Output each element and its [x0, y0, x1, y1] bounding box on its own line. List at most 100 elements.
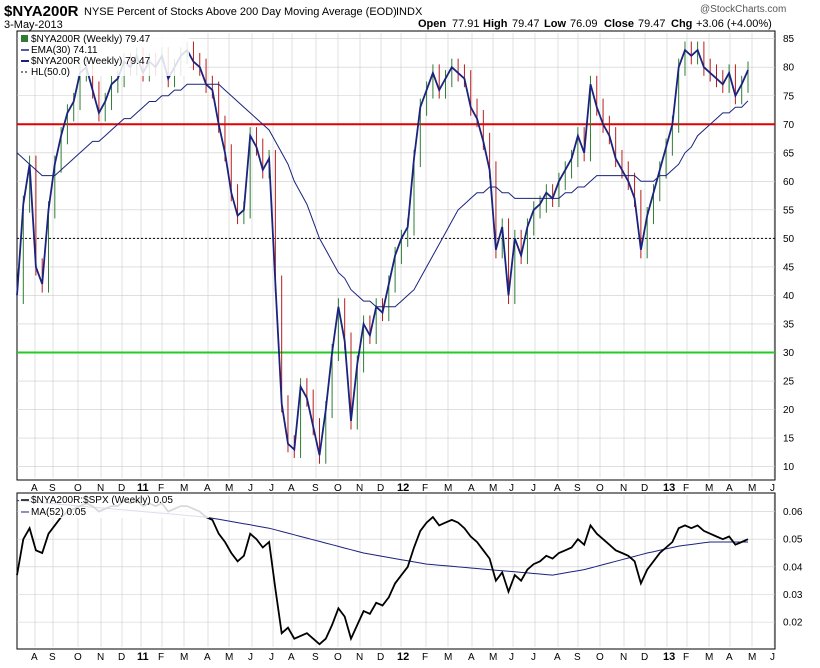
x-tick-label: M: [748, 483, 756, 494]
y-tick-label: 50: [783, 234, 795, 245]
y-tick-label: 45: [783, 262, 795, 273]
x-tick-label: N: [97, 483, 104, 494]
legend-series: $NYA200R (Weekly) 79.47: [31, 56, 151, 67]
ratio-legend-title: $NYA200R:$SPX (Weekly) 0.05: [31, 495, 173, 506]
chart-description: NYSE Percent of Stocks Above 200 Day Mov…: [84, 6, 397, 18]
ratio-panel-frame: [16, 492, 776, 650]
x-tick-label: N: [356, 483, 363, 494]
x-tick-label: A: [554, 483, 561, 494]
main-y-axis-ticks: 10 15 20 25 30 35 40 45 50 55 60 65 70 75 80 85: [783, 34, 795, 473]
x-tick-label: N: [97, 652, 104, 663]
symbol-title: $NYA200R: [4, 3, 79, 20]
main-horizontal-lines: [17, 123, 775, 354]
chg-label: Chg: [671, 18, 692, 30]
x-tick-label: J: [269, 652, 274, 663]
close-value: 79.47: [638, 18, 666, 30]
x-tick-label: M: [225, 483, 233, 494]
x-tick-label: A: [468, 483, 475, 494]
y-tick-label: 85: [783, 34, 795, 45]
x-tick-label: J: [531, 483, 536, 494]
x-tick-label: D: [641, 483, 648, 494]
x-tick-label: O: [74, 652, 82, 663]
x-tick-label: O: [596, 483, 604, 494]
x-tick-label: F: [683, 483, 689, 494]
x-tick-label: N: [620, 483, 627, 494]
legend-title: $NYA200R (Weekly) 79.47: [31, 34, 151, 45]
x-tick-label: 13: [663, 651, 675, 663]
x-tick-label: J: [248, 652, 253, 663]
x-tick-label: S: [574, 652, 581, 663]
y-tick-label: 0.06: [783, 507, 803, 518]
y-tick-label: 80: [783, 63, 795, 74]
x-tick-label: D: [118, 652, 125, 663]
x-tick-label: S: [49, 652, 56, 663]
x-tick-label: F: [422, 652, 428, 663]
y-tick-label: 30: [783, 348, 795, 359]
x-tick-label: J: [770, 483, 775, 494]
y-tick-label: 55: [783, 205, 795, 216]
y-tick-label: 40: [783, 291, 795, 302]
x-tick-label: J: [248, 483, 253, 494]
x-tick-label: S: [312, 483, 319, 494]
legend-hl: HL(50.0): [31, 67, 70, 78]
x-tick-label: A: [468, 652, 475, 663]
x-tick-label: A: [288, 483, 295, 494]
y-tick-label: 0.05: [783, 535, 803, 546]
x-tick-label: S: [49, 483, 56, 494]
main-x-axis-ticks: A S O N D 11 F M A M J J A S O N D 12 F M A M J J A S O N D 13 F M A M J: [31, 482, 775, 494]
y-tick-label: 70: [783, 120, 795, 131]
x-tick-label: D: [377, 483, 384, 494]
y-tick-label: 0.04: [783, 562, 803, 573]
x-tick-label: 12: [397, 651, 409, 663]
x-tick-label: F: [683, 652, 689, 663]
x-tick-label: A: [204, 483, 211, 494]
x-tick-label: M: [705, 483, 713, 494]
legend-ema: EMA(30) 74.11: [31, 45, 98, 56]
x-tick-label: M: [444, 483, 452, 494]
x-tick-label: N: [356, 652, 363, 663]
x-tick-label: O: [74, 483, 82, 494]
y-tick-label: 0.02: [783, 618, 803, 629]
y-tick-label: 75: [783, 91, 795, 102]
open-value: 77.91: [452, 18, 480, 30]
ratio-gridlines: [17, 495, 775, 647]
x-tick-label: M: [225, 652, 233, 663]
x-tick-label: M: [180, 483, 188, 494]
x-tick-label: O: [334, 652, 342, 663]
x-tick-label: M: [180, 652, 188, 663]
legend-swatch-main: [21, 35, 28, 42]
x-tick-label: J: [509, 652, 514, 663]
x-tick-label: 11: [137, 651, 149, 663]
x-tick-label: M: [705, 652, 713, 663]
y-tick-label: 60: [783, 177, 795, 188]
x-tick-label: O: [596, 652, 604, 663]
y-tick-label: 20: [783, 405, 795, 416]
x-tick-label: A: [726, 652, 733, 663]
ratio-x-axis-ticks: A S O N D 11 F M A M J J A S O N D 12 F M A M J J A S O N D 13 F M A M J: [31, 651, 775, 663]
x-tick-label: S: [312, 652, 319, 663]
x-tick-label: J: [509, 483, 514, 494]
x-tick-label: A: [288, 652, 295, 663]
ratio-y-axis-ticks: 0.02 0.03 0.04 0.05 0.06: [783, 507, 803, 629]
x-tick-label: A: [31, 652, 38, 663]
high-value: 79.47: [512, 18, 540, 30]
x-tick-label: D: [641, 652, 648, 663]
ratio-legend-ma: MA(52) 0.05: [31, 507, 86, 518]
x-tick-label: F: [158, 483, 164, 494]
main-legend: $NYA200R (Weekly) 79.47 EMA(30) 74.11 $N…: [19, 32, 189, 78]
x-tick-label: S: [574, 483, 581, 494]
y-tick-label: 15: [783, 434, 795, 445]
y-tick-label: 25: [783, 377, 795, 388]
x-tick-label: J: [531, 652, 536, 663]
chg-value: +3.06 (+4.00%): [696, 18, 772, 30]
low-value: 76.09: [570, 18, 598, 30]
x-tick-label: D: [118, 483, 125, 494]
x-tick-label: N: [620, 652, 627, 663]
ema-30-line: [16, 83, 749, 308]
close-label: Close: [604, 18, 634, 30]
x-tick-label: A: [726, 483, 733, 494]
x-tick-label: F: [422, 483, 428, 494]
x-tick-label: J: [269, 483, 274, 494]
stockcharts-watermark: @StockCharts.com: [700, 4, 786, 15]
